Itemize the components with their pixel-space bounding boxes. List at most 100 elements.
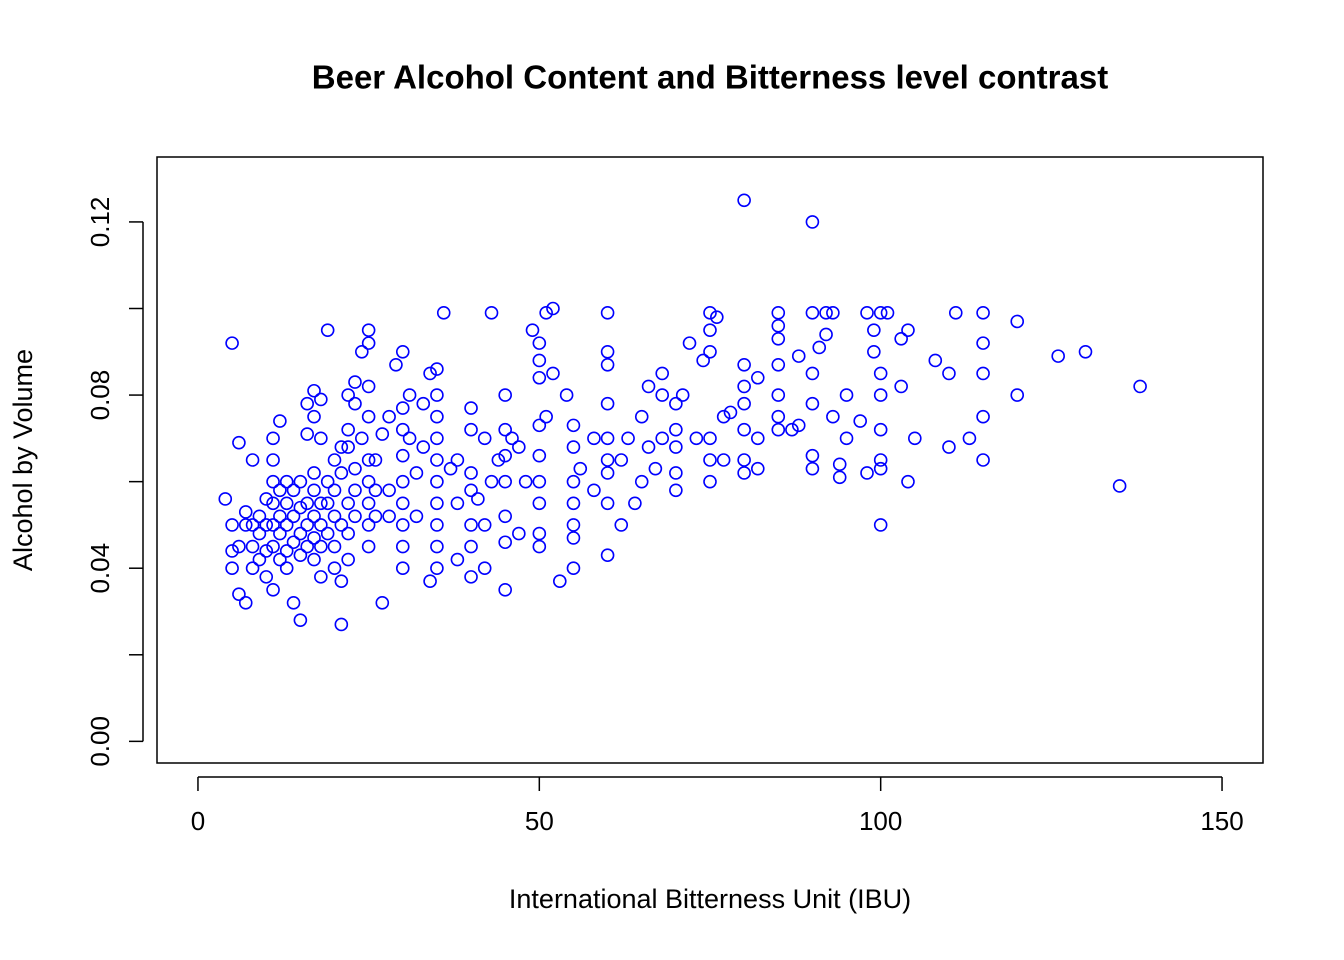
point — [368, 453, 383, 467]
point — [819, 306, 833, 320]
point — [334, 466, 349, 480]
point — [737, 357, 751, 372]
point — [286, 596, 301, 610]
point — [395, 561, 410, 576]
point — [361, 409, 376, 424]
point — [238, 518, 253, 532]
point — [498, 509, 512, 524]
x-tick-label: 100 — [859, 806, 902, 836]
chart-title: Beer Alcohol Content and Bitterness leve… — [312, 59, 1108, 96]
point — [771, 388, 786, 402]
point — [341, 440, 355, 454]
point — [634, 474, 649, 489]
point — [273, 552, 287, 567]
point — [532, 418, 547, 433]
point — [566, 418, 581, 433]
point — [423, 574, 437, 589]
point — [723, 405, 738, 420]
point — [703, 431, 717, 446]
point — [327, 509, 342, 524]
point — [327, 561, 342, 576]
point — [976, 366, 990, 381]
point — [566, 518, 581, 532]
point — [546, 301, 560, 316]
point — [395, 474, 410, 489]
plot-frame — [156, 156, 1264, 764]
point — [703, 344, 717, 359]
point — [300, 496, 314, 511]
point — [539, 306, 553, 320]
point — [655, 431, 670, 446]
point — [614, 518, 629, 532]
point — [450, 552, 465, 567]
point — [839, 431, 854, 446]
point — [348, 461, 362, 476]
point — [259, 570, 274, 584]
point — [245, 453, 260, 467]
point — [1051, 349, 1065, 363]
point — [314, 539, 328, 554]
point — [225, 544, 239, 558]
point — [300, 518, 314, 532]
point — [361, 496, 376, 511]
point — [703, 306, 717, 320]
point — [464, 422, 478, 437]
point — [416, 440, 431, 454]
point — [402, 431, 417, 446]
point — [669, 466, 683, 480]
point — [430, 474, 444, 489]
point — [307, 383, 321, 398]
point — [566, 496, 581, 511]
point — [512, 440, 526, 454]
point — [361, 518, 376, 532]
point — [600, 453, 615, 467]
point — [327, 453, 342, 467]
point — [348, 483, 362, 498]
point — [819, 327, 833, 342]
point — [225, 561, 239, 576]
point — [737, 379, 751, 394]
point — [737, 466, 751, 480]
point — [628, 496, 642, 511]
point — [532, 336, 547, 350]
point — [484, 474, 499, 489]
y-tick-label: 0.04 — [85, 543, 115, 594]
point — [286, 509, 301, 524]
point — [737, 193, 751, 208]
point — [696, 353, 710, 368]
point — [348, 396, 362, 411]
point — [805, 448, 820, 463]
point — [805, 306, 820, 320]
point — [307, 466, 321, 480]
point — [750, 370, 765, 385]
point — [266, 453, 280, 467]
point — [976, 453, 990, 467]
point — [443, 461, 458, 476]
point — [716, 453, 731, 467]
point — [232, 539, 246, 554]
point — [737, 396, 751, 411]
point — [832, 470, 847, 485]
point — [976, 336, 990, 350]
point — [703, 453, 717, 467]
point — [928, 353, 943, 368]
point — [832, 457, 847, 472]
point — [860, 466, 874, 480]
point — [908, 431, 922, 446]
point — [880, 306, 895, 320]
point — [703, 474, 717, 489]
point — [314, 496, 328, 511]
point — [245, 539, 260, 554]
point — [293, 474, 308, 489]
point — [498, 422, 512, 437]
point — [853, 414, 867, 428]
point — [430, 388, 444, 402]
point — [225, 336, 239, 350]
point — [423, 366, 437, 381]
point — [512, 526, 526, 541]
point — [791, 418, 806, 433]
point — [634, 409, 649, 424]
point — [266, 431, 280, 446]
point — [245, 561, 260, 576]
point — [737, 422, 751, 437]
